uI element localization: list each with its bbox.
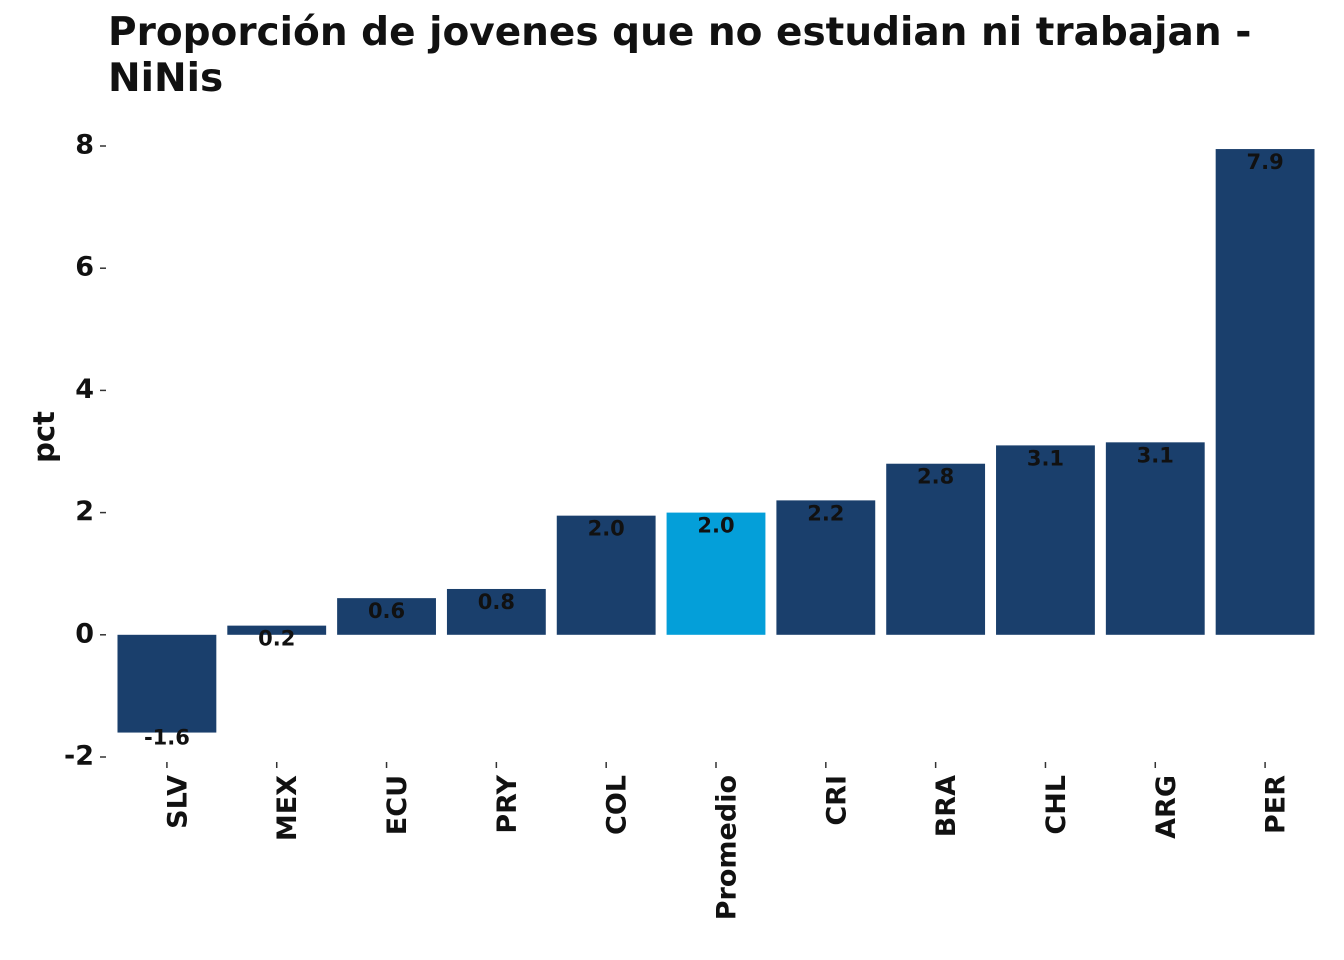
value-label-cri: 2.2: [807, 501, 844, 525]
x-tick-label-arg: ARG: [1151, 775, 1182, 839]
x-tick-label-chl: CHL: [1041, 775, 1072, 835]
y-tick-label: 4: [75, 374, 94, 405]
x-tick-label-mex: MEX: [272, 775, 303, 841]
bar-cri: [776, 500, 876, 635]
bar-mex: [227, 625, 327, 635]
y-tick-label: -2: [64, 741, 94, 772]
y-tick-label: 0: [75, 618, 94, 649]
value-label-bra: 2.8: [917, 465, 954, 489]
x-tick-label-ecu: ECU: [382, 775, 413, 835]
x-tick-label-per: PER: [1261, 775, 1292, 834]
bar-promedio: [666, 512, 766, 635]
value-label-promedio: 2.0: [697, 514, 734, 538]
value-label-mex: 0.2: [258, 627, 295, 651]
bar-ecu: [337, 598, 436, 635]
value-label-pry: 0.8: [478, 590, 515, 614]
bar-chl: [996, 445, 1095, 635]
bar-per: [1215, 149, 1315, 635]
value-label-per: 7.9: [1246, 150, 1283, 174]
bar-arg: [1105, 442, 1205, 635]
x-tick-label-slv: SLV: [162, 775, 193, 829]
bar-bra: [886, 463, 986, 635]
y-tick-label: 2: [75, 496, 94, 527]
y-tick-label: 6: [75, 252, 94, 283]
x-tick-label-cri: CRI: [821, 775, 852, 826]
x-axis: SLV MEX ECU PRY COL Promedio CRI BRA CHL ARG PER: [162, 762, 1292, 920]
bars: -1.6 0.2 0.6 0.8 2.0 2.0 2.2 2.8 3.1 3.1 7.9: [117, 149, 1315, 750]
x-tick-label-bra: BRA: [931, 775, 962, 837]
y-axis: -2 0 2 4 6 8: [64, 130, 106, 772]
value-label-ecu: 0.6: [368, 599, 405, 623]
x-tick-label-promedio: Promedio: [712, 775, 743, 920]
value-label-chl: 3.1: [1027, 446, 1064, 470]
bar-pry: [446, 588, 546, 635]
y-axis-title: pct: [27, 411, 61, 463]
chart-title: Proporción de jovenes que no estudian ni…: [108, 10, 1252, 101]
x-tick-label-pry: PRY: [492, 775, 523, 834]
value-label-arg: 3.1: [1137, 443, 1174, 467]
y-tick-label: 8: [75, 130, 94, 161]
value-label-col: 2.0: [588, 517, 625, 541]
bar-slv: [117, 634, 217, 733]
x-tick-label-col: COL: [602, 775, 633, 835]
bar-col: [556, 515, 656, 635]
value-label-slv: -1.6: [144, 726, 190, 750]
